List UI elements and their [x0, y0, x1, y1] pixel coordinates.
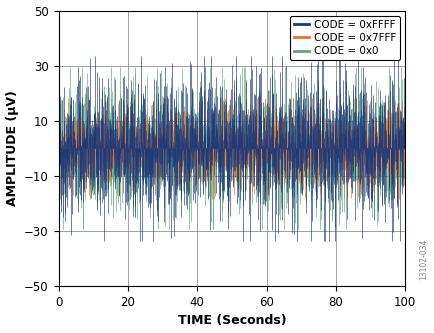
Legend: CODE = 0xFFFF, CODE = 0x7FFF, CODE = 0x0: CODE = 0xFFFF, CODE = 0x7FFF, CODE = 0x0 [289, 16, 399, 60]
X-axis label: TIME (Seconds): TIME (Seconds) [177, 314, 286, 327]
Text: 13102-034: 13102-034 [419, 239, 427, 280]
Y-axis label: AMPLITUDE (μV): AMPLITUDE (μV) [6, 91, 19, 206]
